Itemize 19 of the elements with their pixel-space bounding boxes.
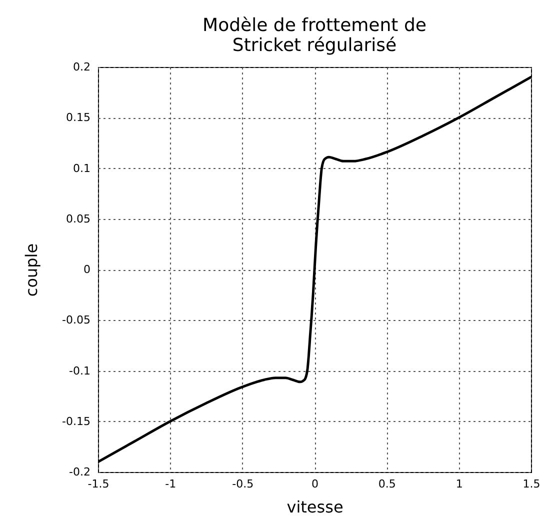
y-tick-label: 0.1 (73, 162, 90, 175)
y-tick-label: -0.05 (62, 314, 90, 327)
y-tick-label: 0.05 (66, 212, 90, 226)
x-tick-label: -1 (165, 478, 176, 490)
x-tick-label: -0.5 (232, 478, 254, 490)
x-tick-label: -1.5 (88, 478, 110, 490)
x-tick-label: 0 (312, 478, 318, 490)
x-axis-title: vitesse (286, 498, 344, 516)
y-axis-title: couple (22, 243, 42, 297)
y-tick-label: 0.15 (66, 111, 90, 124)
y-tick-label: 0 (84, 263, 90, 276)
chart-title: Modèle de frottement de Stricket régularisé (202, 15, 426, 56)
x-tick-label: 0.5 (378, 478, 396, 490)
x-tick-label: 1 (456, 478, 463, 490)
y-tick-label: -0.1 (69, 364, 90, 378)
y-tick-label: -0.15 (62, 414, 90, 428)
y-tick-label: -0.2 (69, 466, 90, 478)
y-tick-label: 0.2 (73, 60, 90, 74)
x-tick-label: 1.5 (522, 478, 540, 490)
